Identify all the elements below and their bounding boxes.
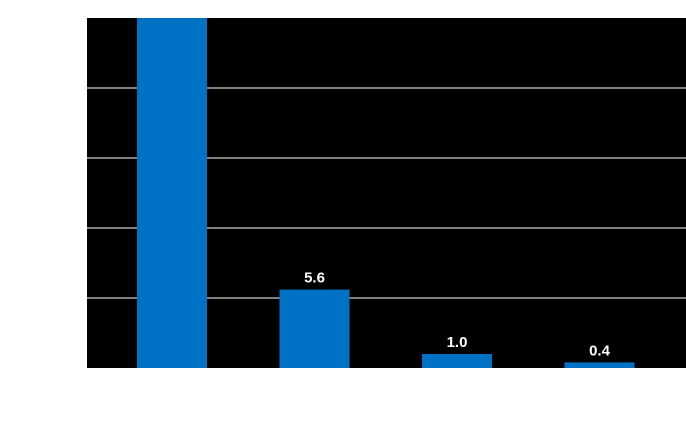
data-labels: 5.6 1.0 0.4: [304, 270, 611, 360]
bar-1: [137, 18, 207, 368]
data-label-2: 5.6: [304, 270, 325, 287]
bar-3: [422, 354, 492, 368]
data-label-3: 1.0: [447, 334, 468, 351]
data-label-4: 0.4: [589, 342, 611, 359]
bars: [137, 18, 635, 368]
bar-4: [564, 362, 635, 368]
bar-2: [279, 289, 350, 368]
